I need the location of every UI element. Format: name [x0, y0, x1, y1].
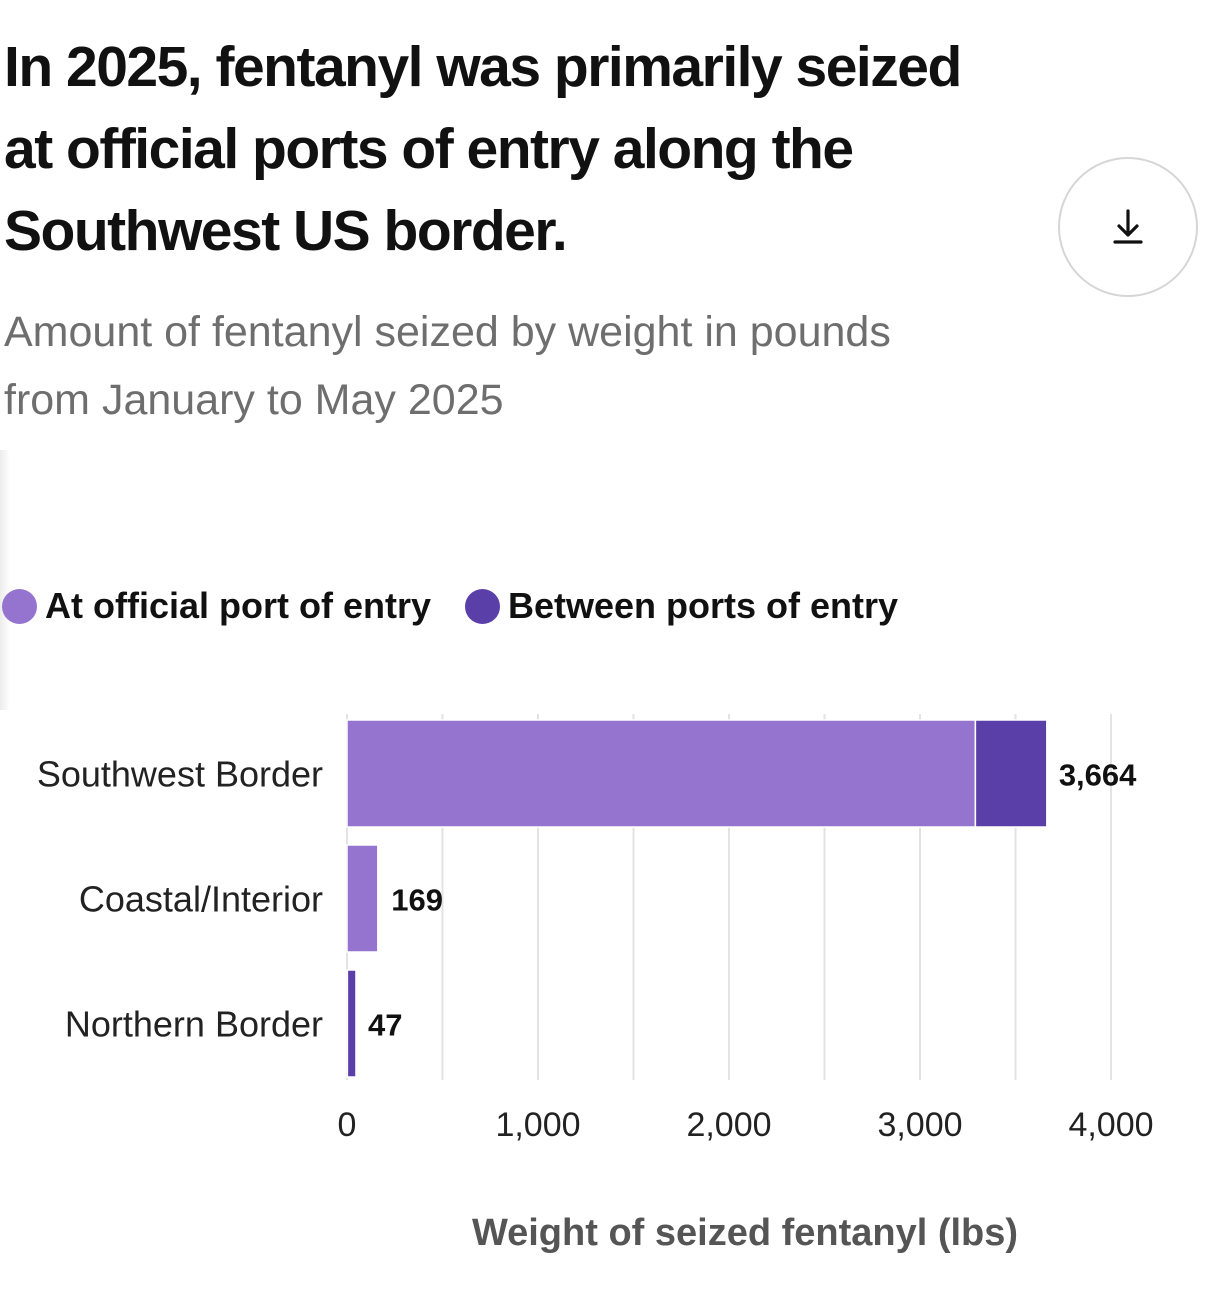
x-axis-title: Weight of seized fentanyl (lbs) — [472, 1212, 1018, 1254]
legend-label-between-ports: Between ports of entry — [508, 585, 899, 626]
legend-item-official-port: At official port of entry — [2, 585, 431, 627]
bar-value-label: 169 — [391, 883, 443, 918]
x-tick-label: 2,000 — [686, 1106, 771, 1144]
bar-segment-official-port — [346, 719, 977, 828]
bar-value-label: 3,664 — [1059, 758, 1137, 793]
chart-legend: At official port of entry Between ports … — [2, 585, 932, 627]
x-tick-label: 0 — [338, 1106, 357, 1144]
category-label: Northern Border — [65, 1004, 323, 1045]
x-tick-label: 3,000 — [877, 1106, 962, 1144]
chart-subtitle: Amount of fentanyl seized by weight in p… — [4, 308, 891, 424]
legend-item-between-ports: Between ports of entry — [465, 585, 898, 627]
bar-segment-between-ports — [974, 719, 1048, 828]
download-button[interactable] — [1058, 157, 1198, 297]
x-tick-label: 4,000 — [1068, 1106, 1153, 1144]
category-label: Coastal/Interior — [79, 879, 323, 920]
download-icon — [1113, 209, 1143, 244]
bar-chart: 0 1,000 2,000 3,000 4,000 Southwest Border 3,6… — [37, 714, 1154, 1254]
x-tick-label: 1,000 — [495, 1106, 580, 1144]
bar-segment-official-port — [346, 844, 379, 953]
legend-swatch-official-port — [2, 588, 37, 624]
bar-value-label: 47 — [368, 1008, 402, 1043]
bar-segment-between-ports — [346, 969, 357, 1078]
page-edge-shadow — [0, 450, 10, 710]
chart-title: In 2025, fentanyl was primarily seized a… — [4, 35, 962, 263]
category-label: Southwest Border — [37, 754, 323, 795]
legend-label-official-port: At official port of entry — [45, 585, 431, 626]
legend-swatch-between-ports — [465, 588, 500, 624]
bar-segment-between-ports — [377, 844, 381, 953]
